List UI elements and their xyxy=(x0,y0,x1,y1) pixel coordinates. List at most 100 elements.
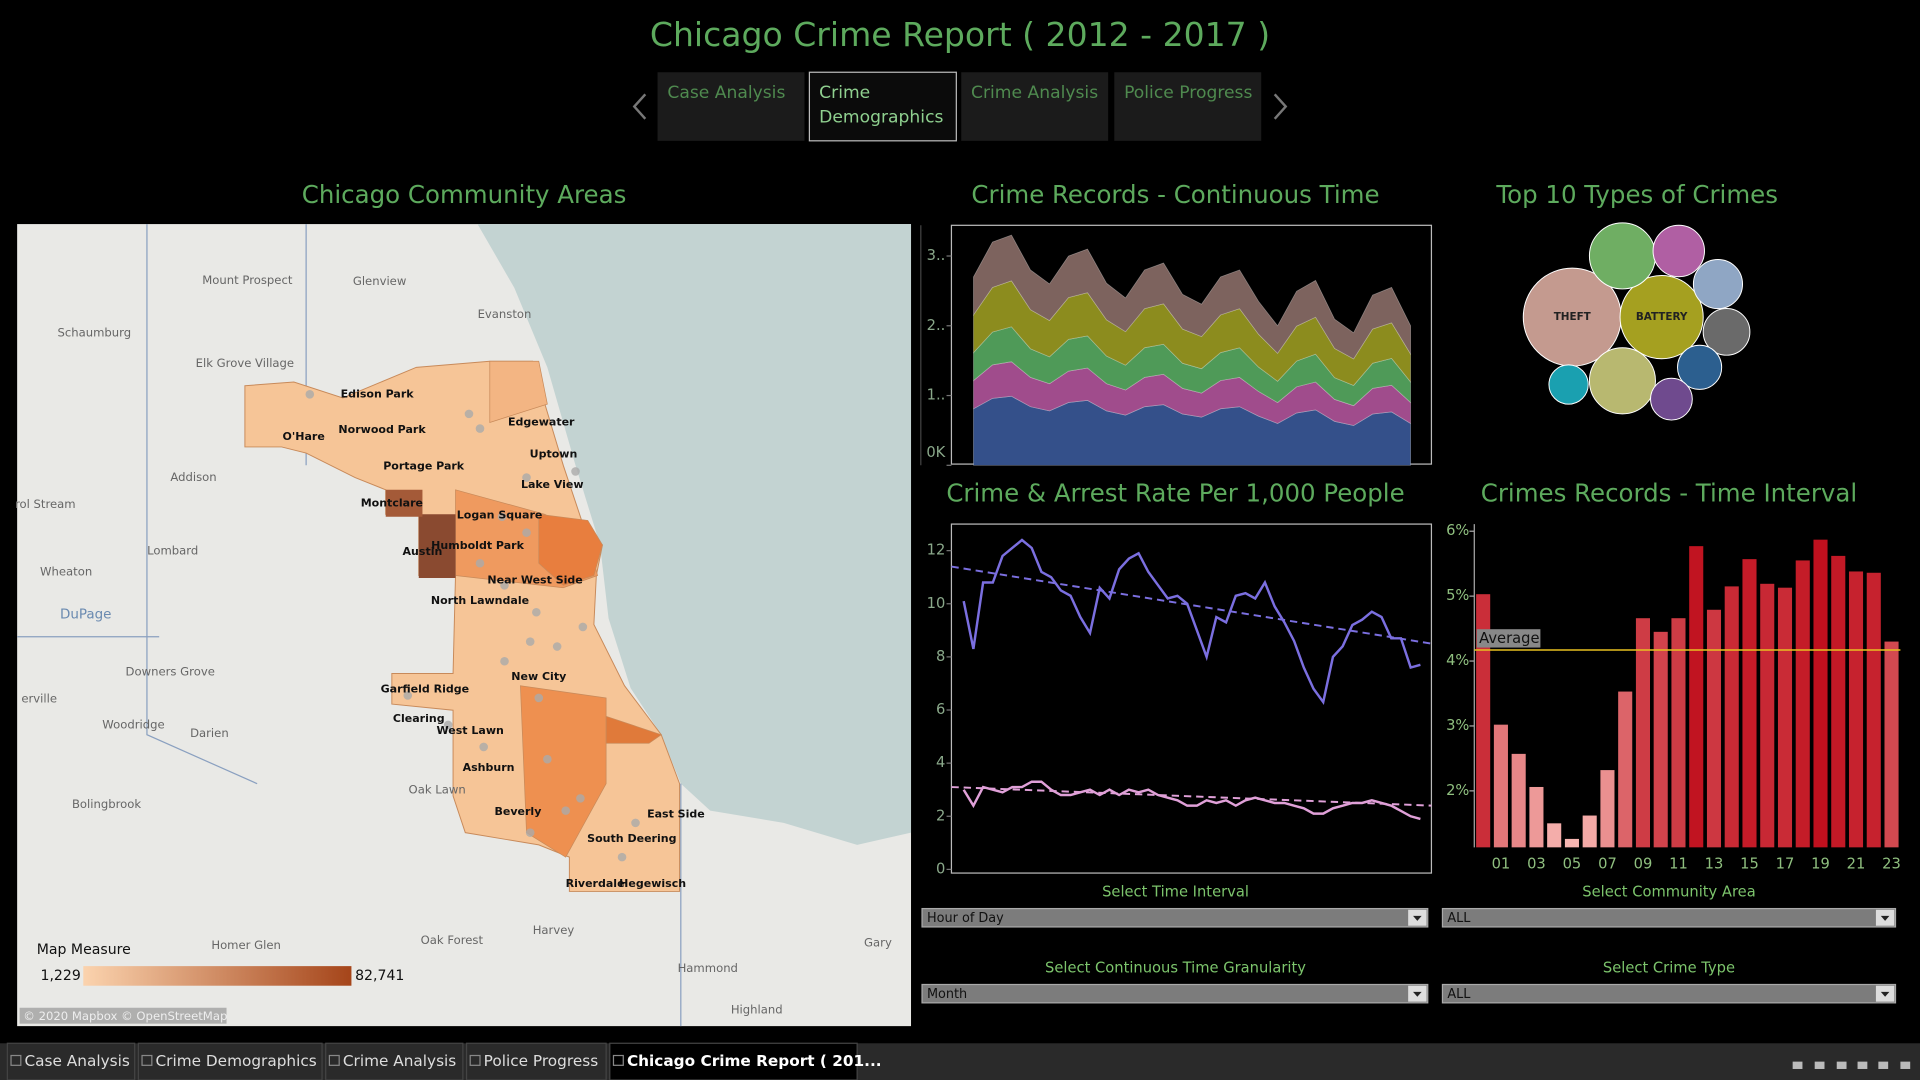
bar[interactable] xyxy=(1706,609,1722,848)
bar[interactable] xyxy=(1511,753,1526,848)
bubble[interactable] xyxy=(1548,364,1589,405)
sheet-tab[interactable] xyxy=(325,1042,464,1080)
toolbar-icon[interactable] xyxy=(1814,1061,1825,1069)
y-tick-label: 6 xyxy=(936,701,945,718)
sheet-tab-label: Case Analysis xyxy=(24,1052,129,1070)
nav-tab[interactable] xyxy=(808,71,957,142)
place-label: Highland xyxy=(731,1003,783,1017)
place-label: Elk Grove Village xyxy=(196,356,294,370)
map-dot xyxy=(571,467,580,476)
map-dot xyxy=(403,691,413,700)
bar[interactable] xyxy=(1777,587,1793,848)
bubble[interactable] xyxy=(1652,224,1705,278)
bar[interactable] xyxy=(1689,546,1704,848)
area-band xyxy=(973,234,1411,360)
bubble[interactable] xyxy=(1650,377,1693,421)
line-series xyxy=(962,538,1421,705)
nav-tab[interactable] xyxy=(657,72,805,141)
tab-label[interactable]: Crime Analysis xyxy=(971,83,1099,103)
legend-max: 82,741 xyxy=(355,968,404,984)
bar[interactable] xyxy=(1564,838,1579,848)
nav-prev[interactable] xyxy=(632,93,647,120)
plot-frame xyxy=(950,523,1433,874)
bar[interactable] xyxy=(1866,572,1881,848)
bar[interactable] xyxy=(1831,555,1846,848)
community-label: South Deering xyxy=(587,832,676,845)
y-tick-label: 0 xyxy=(936,860,945,877)
bubble[interactable] xyxy=(1619,275,1704,360)
map-dot xyxy=(479,742,488,752)
sheet-icon xyxy=(10,1054,22,1066)
sheet-tab[interactable] xyxy=(137,1042,323,1080)
area-band xyxy=(973,280,1411,386)
dropdown-arrow xyxy=(1880,915,1890,921)
bar[interactable] xyxy=(1493,724,1508,848)
filter-dropdown[interactable] xyxy=(921,983,1429,1004)
map-dot xyxy=(525,637,535,646)
community-label: Garfield Ridge xyxy=(381,682,470,695)
nav-tab[interactable] xyxy=(1114,72,1262,141)
place-label: Evanston xyxy=(478,307,532,321)
bubble[interactable] xyxy=(1588,222,1656,290)
bar[interactable] xyxy=(1724,586,1739,848)
bar[interactable] xyxy=(1529,786,1544,848)
community-label: Lake View xyxy=(521,478,584,491)
sheet-tab[interactable] xyxy=(609,1042,858,1080)
tab-label[interactable]: Case Analysis xyxy=(667,83,786,103)
toolbar-icon[interactable] xyxy=(1857,1061,1868,1069)
community-label: Riverdale xyxy=(566,877,625,890)
bar[interactable] xyxy=(1582,815,1597,848)
community-label: Near West Side xyxy=(487,573,582,586)
bar[interactable] xyxy=(1618,691,1633,848)
filter-value: Hour of Day xyxy=(927,911,1004,926)
toolbar-icon[interactable] xyxy=(1792,1061,1803,1069)
bar[interactable] xyxy=(1813,539,1828,848)
sheet-tab[interactable] xyxy=(6,1042,136,1080)
bar[interactable] xyxy=(1600,770,1615,848)
toolbar-icon[interactable] xyxy=(1900,1061,1911,1069)
place-label: DuPage xyxy=(60,608,111,623)
x-tick-label: 01 xyxy=(1492,855,1511,872)
bar[interactable] xyxy=(1884,641,1899,848)
chart-title: Crime Records - Continuous Time xyxy=(971,180,1379,209)
community-label: East Side xyxy=(647,807,705,820)
bubble[interactable] xyxy=(1677,344,1723,390)
bubble-label: BATTERY xyxy=(1636,311,1688,323)
bubble[interactable] xyxy=(1692,259,1744,310)
toolbar-icon[interactable] xyxy=(1878,1061,1889,1069)
place-label: Addison xyxy=(170,470,216,484)
bar[interactable] xyxy=(1635,618,1650,848)
bar[interactable] xyxy=(1795,560,1810,848)
bar[interactable] xyxy=(1476,594,1491,848)
tab-label[interactable]: Police Progress xyxy=(1124,83,1253,103)
community-label: Humboldt Park xyxy=(431,539,524,552)
community-label: O'Hare xyxy=(283,430,325,443)
bar[interactable] xyxy=(1742,559,1757,848)
filter-value: ALL xyxy=(1447,911,1471,926)
bar[interactable] xyxy=(1671,618,1686,848)
map-dot xyxy=(500,656,509,666)
filter-dropdown[interactable] xyxy=(1441,983,1897,1004)
map-dot xyxy=(522,473,531,482)
filter-dropdown[interactable] xyxy=(921,907,1429,928)
map-dot xyxy=(561,806,570,815)
community-label: Beverly xyxy=(494,805,541,818)
bubble[interactable] xyxy=(1702,307,1751,356)
bar[interactable] xyxy=(1547,823,1562,848)
toolbar-icon[interactable] xyxy=(1836,1061,1847,1069)
sheet-tab[interactable] xyxy=(465,1042,607,1080)
sheet-icon xyxy=(328,1054,340,1066)
bubble[interactable] xyxy=(1588,347,1656,415)
bar[interactable] xyxy=(1848,571,1864,848)
nav-next[interactable] xyxy=(1273,93,1288,120)
map-dot xyxy=(552,642,562,651)
bar[interactable] xyxy=(1653,631,1668,848)
nav-tab[interactable] xyxy=(961,72,1109,141)
bar[interactable] xyxy=(1760,583,1775,848)
legend-min: 1,229 xyxy=(41,968,81,984)
place-label: Gary xyxy=(864,935,892,949)
filter-dropdown[interactable] xyxy=(1441,907,1897,928)
place-label: Harvey xyxy=(533,923,575,937)
tab-label[interactable]: Crime Demographics xyxy=(819,83,944,128)
